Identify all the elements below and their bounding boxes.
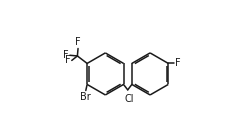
Text: Cl: Cl	[124, 94, 134, 104]
Text: F: F	[65, 55, 71, 65]
Text: F: F	[75, 37, 81, 47]
Text: F: F	[63, 50, 69, 60]
Text: F: F	[175, 58, 180, 68]
Text: Br: Br	[80, 92, 91, 102]
